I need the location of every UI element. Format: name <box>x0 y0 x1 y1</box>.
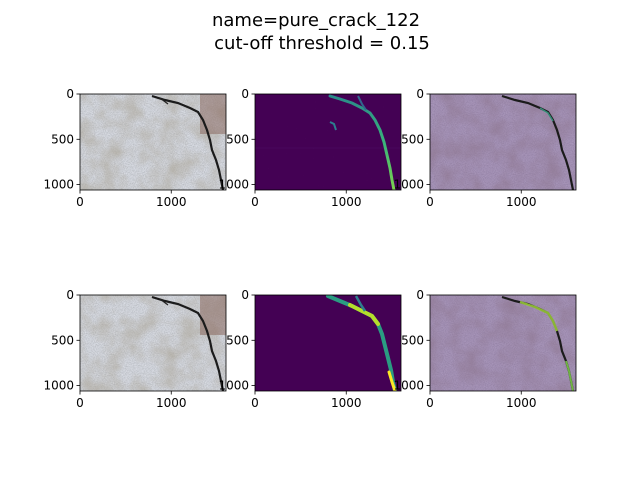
x-tick-label: 0 <box>426 396 434 410</box>
photo-corner-stain <box>200 295 226 335</box>
x-tick-label: 0 <box>251 195 259 209</box>
crack-response <box>328 94 396 190</box>
panel-row1-original <box>80 94 226 190</box>
y-tick-label: 1000 <box>393 379 424 393</box>
crack-highlight <box>539 107 554 122</box>
crack-response-branch <box>354 295 367 312</box>
y-tick-label: 0 <box>416 288 424 302</box>
x-tick-label: 1000 <box>156 396 187 410</box>
panel-row1-overlay <box>430 94 576 190</box>
y-tick-label: 0 <box>241 87 249 101</box>
purple-overlay <box>430 295 576 391</box>
x-tick-label: 0 <box>76 396 84 410</box>
y-tick-label: 0 <box>416 87 424 101</box>
y-tick-label: 500 <box>51 333 74 347</box>
axes-frame <box>429 294 577 392</box>
photo-blotches <box>430 295 576 391</box>
y-tick-label: 1000 <box>218 178 249 192</box>
axes-frame <box>429 93 577 191</box>
crack-response-peak <box>348 303 380 326</box>
y-tick-label: 1000 <box>43 178 74 192</box>
crack-branch <box>159 298 169 306</box>
panel-row1-prediction <box>255 94 401 190</box>
crack-highlight <box>565 360 574 391</box>
panel-row2-overlay <box>430 295 576 391</box>
crack-response-branch <box>357 95 367 111</box>
panel-row2-prediction <box>255 295 401 391</box>
axes-frame <box>79 294 227 392</box>
y-tick-label: 0 <box>66 288 74 302</box>
crack-highlight <box>519 300 559 332</box>
y-tick-label: 1000 <box>218 379 249 393</box>
crack-response-fragment <box>329 121 337 131</box>
y-tick-label: 500 <box>51 132 74 146</box>
axes-frame <box>79 93 227 191</box>
x-tick-label: 1000 <box>506 195 537 209</box>
x-tick-label: 1000 <box>156 195 187 209</box>
figure-subtitle: cut-off threshold = 0.15 <box>214 33 430 54</box>
x-tick-label: 0 <box>426 195 434 209</box>
y-tick-label: 0 <box>241 288 249 302</box>
crack-line <box>151 94 225 190</box>
axes-frame <box>254 93 402 191</box>
axes-frame <box>254 294 402 392</box>
y-tick-label: 0 <box>66 87 74 101</box>
y-tick-label: 1000 <box>393 178 424 192</box>
purple-overlay <box>430 94 576 190</box>
photo-corner-stain <box>200 94 226 134</box>
figure-title: name=pure_crack_122 <box>212 10 420 31</box>
x-tick-label: 1000 <box>331 396 362 410</box>
panel-row2-original <box>80 295 226 391</box>
x-tick-label: 1000 <box>331 195 362 209</box>
y-tick-label: 500 <box>226 132 249 146</box>
crack-response-peak <box>387 370 397 391</box>
crack-branch <box>159 97 169 105</box>
photo-blotches <box>430 94 576 190</box>
x-tick-label: 0 <box>76 195 84 209</box>
heatmap-noise <box>255 94 401 190</box>
y-tick-label: 1000 <box>43 379 74 393</box>
y-tick-label: 500 <box>401 132 424 146</box>
heatmap-background <box>255 295 401 391</box>
crack-line <box>501 94 575 190</box>
y-tick-label: 500 <box>401 333 424 347</box>
crack-line <box>151 295 225 391</box>
x-tick-label: 1000 <box>506 396 537 410</box>
y-tick-label: 500 <box>226 333 249 347</box>
x-tick-label: 0 <box>251 396 259 410</box>
